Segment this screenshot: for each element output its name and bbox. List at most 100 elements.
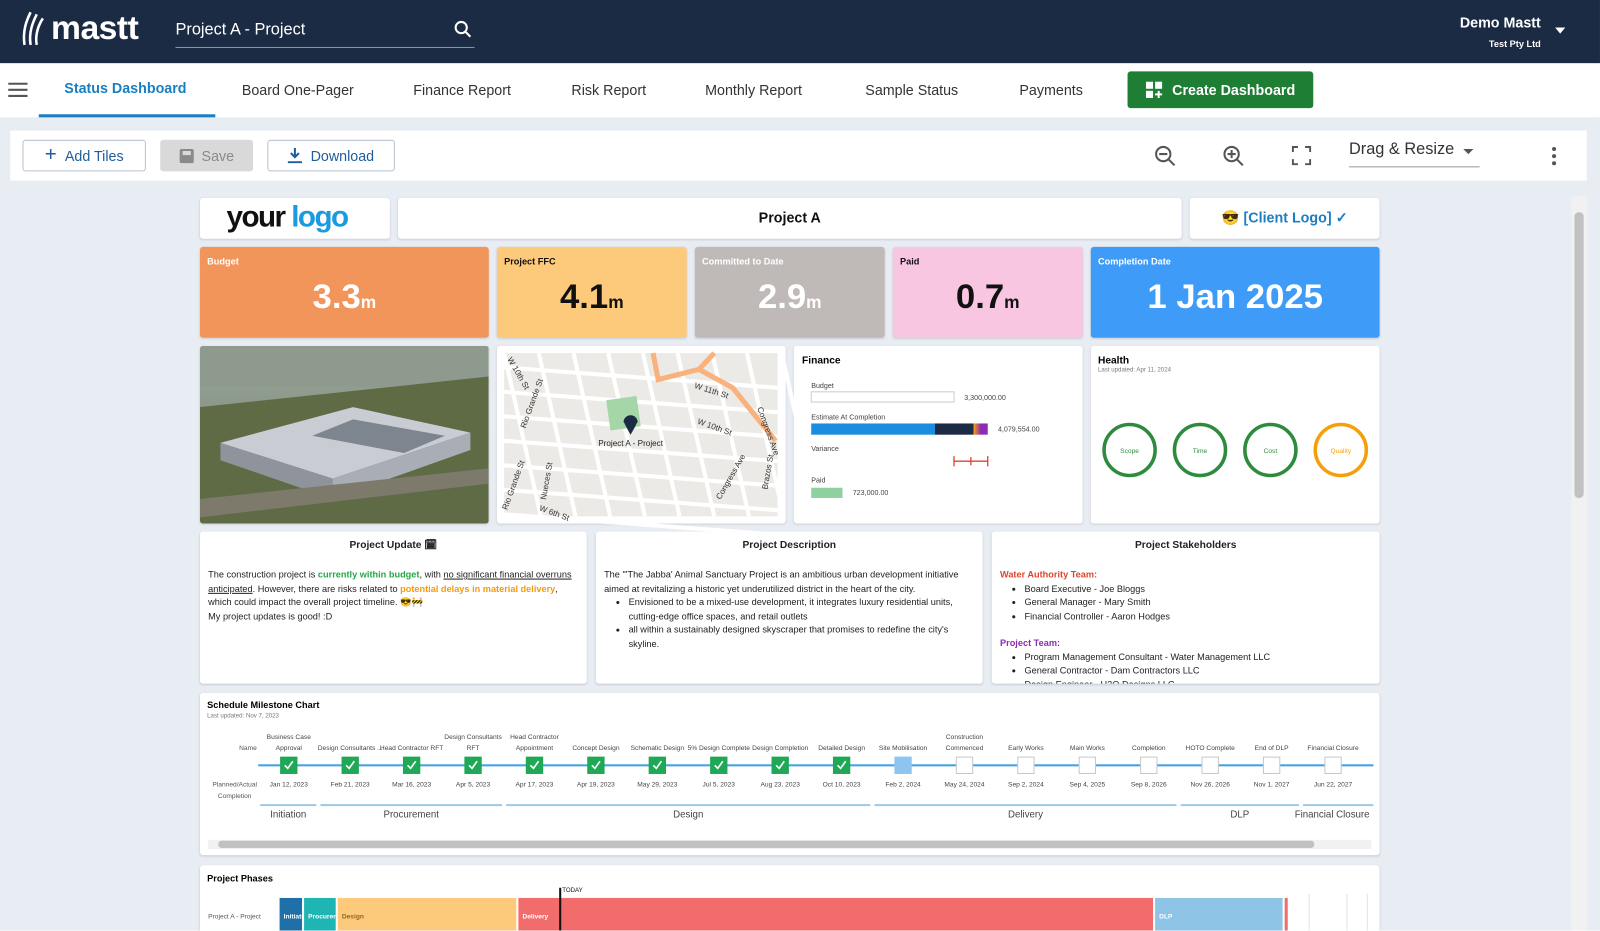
menu-icon[interactable] bbox=[8, 82, 28, 97]
aerial-photo bbox=[199, 345, 489, 524]
stakeholder: Program Management Consultant - Water Ma… bbox=[1024, 651, 1371, 665]
milestone-tile: Schedule Milestone Chart Last updated: N… bbox=[199, 692, 1380, 856]
update-text: The construction project is bbox=[208, 569, 318, 580]
search-icon[interactable] bbox=[454, 20, 472, 38]
search-underline bbox=[175, 46, 475, 48]
save-icon bbox=[179, 148, 194, 163]
description-bullet: Envisioned to be a mixed-use development… bbox=[629, 596, 975, 624]
update-text: no significant financial overruns antici… bbox=[208, 569, 572, 594]
milestone-name: Design Consultants ... bbox=[317, 744, 383, 753]
kpi-value: 4.1m bbox=[497, 278, 687, 318]
description-body: The "'The Jabba' Animal Sanctuary Projec… bbox=[604, 568, 974, 651]
top-bar: mastt Project A - Project Demo Mastt Tes… bbox=[0, 0, 1600, 64]
save-label: Save bbox=[201, 147, 235, 164]
update-tile: Project Update 🗓 The construction projec… bbox=[199, 531, 587, 684]
add-tiles-label: Add Tiles bbox=[64, 147, 124, 164]
mode-select[interactable]: Drag & Resize bbox=[1348, 140, 1455, 159]
milestone-updated: Last updated: Nov 7, 2023 bbox=[207, 713, 279, 720]
kpi-tile: Budget 3.3m bbox=[199, 246, 489, 338]
milestone-name: Completion bbox=[1131, 744, 1166, 753]
milestone-name: Design Completion bbox=[752, 744, 809, 753]
brand: mastt bbox=[51, 8, 139, 46]
description-tile: Project Description The "'The Jabba' Ani… bbox=[595, 531, 983, 684]
tab[interactable]: Payments bbox=[1019, 81, 1083, 98]
create-dashboard-button[interactable]: Create Dashboard bbox=[1127, 71, 1314, 109]
user-name[interactable]: Demo Mastt bbox=[1459, 14, 1541, 31]
milestone-name: Head Contractor Appointment bbox=[510, 733, 559, 753]
stakeholders-tile: Project Stakeholders Water Authority Tea… bbox=[991, 531, 1380, 684]
kpi-tile: Project FFC 4.1m bbox=[496, 246, 687, 338]
update-text: currently within budget bbox=[317, 569, 420, 580]
active-tab-underline bbox=[38, 114, 216, 118]
download-button[interactable]: Download bbox=[267, 139, 395, 172]
scroll-thumb[interactable] bbox=[1574, 212, 1584, 498]
milestone-name: Head Contractor RFT bbox=[379, 744, 444, 753]
stakeholder: Design Engineer - H2O Designs LLC bbox=[1024, 678, 1371, 684]
stakeholder: General Manager - Mary Smith bbox=[1024, 596, 1371, 610]
tab[interactable]: Status Dashboard bbox=[64, 79, 187, 96]
download-icon bbox=[288, 147, 303, 164]
phases-tile: Project Phases bbox=[199, 865, 1380, 931]
health-tile: Health Last updated: Apr 11, 2024 bbox=[1090, 345, 1380, 524]
kpi-label: Committed to Date bbox=[702, 256, 784, 267]
kpi-label: Completion Date bbox=[1097, 256, 1171, 267]
milestone-name: End of DLP bbox=[1254, 744, 1289, 753]
title-tile: Project A bbox=[397, 197, 1182, 239]
tab[interactable]: Risk Report bbox=[571, 81, 647, 98]
fullscreen-icon[interactable] bbox=[1291, 145, 1312, 166]
kpi-number: 3.3 bbox=[312, 277, 361, 317]
kpi-unit: m bbox=[608, 292, 624, 313]
phases-title: Project Phases bbox=[207, 873, 274, 884]
milestone-name: 5% Design Complete bbox=[687, 744, 750, 753]
photo-tile bbox=[199, 345, 489, 524]
logo-part2: logo bbox=[291, 201, 349, 234]
milestone-name: Schematic Design bbox=[630, 744, 685, 753]
milestone-name: Design Consultants RFT bbox=[444, 733, 502, 753]
finance-title: Finance bbox=[802, 355, 841, 367]
kpi-unit: m bbox=[360, 292, 377, 313]
tab[interactable]: Board One-Pager bbox=[241, 81, 354, 98]
kpi-number: 0.7 bbox=[955, 277, 1005, 317]
zoom-out-icon[interactable] bbox=[1154, 145, 1176, 167]
stakeholder: Financial Controller - Aaron Hodges bbox=[1024, 610, 1371, 624]
kpi-label: Paid bbox=[899, 256, 920, 267]
milestone-name: Main Works bbox=[1069, 744, 1105, 753]
health-title: Health bbox=[1097, 355, 1130, 367]
client-tile: 😎 [Client Logo] ✓ bbox=[1189, 197, 1380, 239]
user-caret[interactable] bbox=[1555, 27, 1566, 34]
more-icon[interactable] bbox=[1551, 146, 1557, 166]
update-text: , which could impact the overall project… bbox=[208, 583, 558, 608]
save-button[interactable]: Save bbox=[160, 139, 254, 172]
kpi-label: Budget bbox=[207, 256, 239, 267]
mode-underline bbox=[1348, 166, 1480, 168]
health-updated: Last updated: Apr 11, 2024 bbox=[1097, 367, 1172, 374]
kpi-value: 0.7m bbox=[893, 278, 1083, 318]
description-text: The "'The Jabba' Animal Sanctuary Projec… bbox=[604, 569, 959, 594]
tab[interactable]: Sample Status bbox=[865, 81, 959, 98]
kpi-value: 3.3m bbox=[200, 278, 489, 318]
tab[interactable]: Finance Report bbox=[413, 81, 511, 98]
kpi-value: 1 Jan 2025 bbox=[1091, 278, 1380, 318]
kpi-value: 2.9m bbox=[695, 278, 885, 318]
scrollbar[interactable] bbox=[1571, 195, 1587, 931]
tab[interactable]: Monthly Report bbox=[705, 81, 802, 98]
stakeholder: Board Executive - Joe Bloggs bbox=[1024, 582, 1371, 596]
client-logo: 😎 [Client Logo] ✓ bbox=[1221, 209, 1348, 226]
milestone-name: Early Works bbox=[1008, 744, 1044, 753]
stakeholder-group: Water Authority Team: bbox=[999, 569, 1098, 580]
finance-tile: Finance bbox=[793, 345, 1083, 524]
kpi-unit: m bbox=[806, 292, 822, 313]
milestone-name: Detailed Design bbox=[818, 744, 866, 753]
kpi-number: 2.9 bbox=[757, 277, 807, 317]
zoom-in-icon[interactable] bbox=[1222, 145, 1244, 167]
mode-caret[interactable] bbox=[1463, 148, 1474, 155]
milestone-row-date: Planned/Actual Completion bbox=[212, 781, 257, 800]
stakeholder: General Contractor - Dam Contractors LLC bbox=[1024, 664, 1371, 678]
description-title: Project Description bbox=[742, 539, 837, 552]
stakeholder-list: Program Management Consultant - Water Ma… bbox=[1000, 651, 1371, 684]
add-tiles-button[interactable]: + Add Tiles bbox=[22, 139, 146, 172]
search-text[interactable]: Project A - Project bbox=[175, 21, 306, 39]
update-text: , with bbox=[419, 569, 444, 580]
update-text: . However, there are risks related to bbox=[252, 583, 401, 594]
